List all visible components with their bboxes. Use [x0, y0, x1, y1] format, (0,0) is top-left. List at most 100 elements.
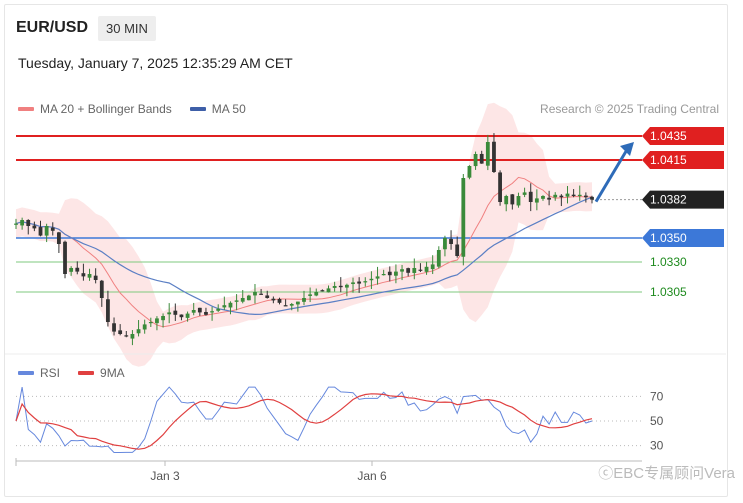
- candle-body: [583, 195, 588, 198]
- candle-body: [541, 196, 545, 199]
- rsi-ma-line: [15, 393, 593, 450]
- candle-body: [381, 274, 386, 276]
- watermark-text: ⓒEBC专属顾问Vera: [598, 465, 735, 482]
- candle-body: [418, 269, 423, 271]
- candle-body: [63, 241, 67, 274]
- level-label-4: 1.0330: [650, 255, 687, 269]
- candle-body: [93, 275, 98, 280]
- candle-body: [228, 302, 233, 308]
- legend-ma50-swatch: [189, 107, 206, 111]
- candle-body: [485, 142, 490, 166]
- candle-body: [375, 276, 380, 279]
- legend-ma50: MA 50: [189, 102, 246, 116]
- bollinger-band: [16, 102, 592, 367]
- candle-body: [516, 196, 521, 206]
- candle-body: [20, 220, 25, 226]
- candle-body: [590, 196, 594, 200]
- timeframe-badge[interactable]: 30 MIN: [98, 15, 156, 41]
- candle-body: [338, 285, 343, 288]
- candle-body: [571, 194, 576, 196]
- candle-body: [246, 295, 251, 301]
- candle-body: [14, 223, 18, 225]
- rsi-legend: RSI 9MA: [18, 366, 125, 380]
- level-tag-3: [642, 229, 724, 247]
- candle-body: [430, 264, 435, 270]
- candle-body: [75, 267, 80, 272]
- candle-body: [130, 334, 135, 339]
- candle-body: [387, 271, 392, 276]
- candle-body: [32, 225, 37, 229]
- legend-rsi-ma-label: 9MA: [100, 366, 125, 380]
- candle-body: [271, 298, 276, 301]
- legend-rsi-label: RSI: [40, 366, 61, 380]
- candle-body: [443, 238, 447, 250]
- level-label-2: 1.0382: [650, 193, 687, 207]
- candle-body: [559, 195, 564, 198]
- candle-body: [216, 308, 221, 311]
- legend-ma20-swatch: [18, 107, 34, 111]
- level-tag-0: [642, 127, 724, 145]
- candle-body: [320, 290, 325, 292]
- candle-body: [394, 271, 398, 276]
- candle-body: [204, 311, 208, 315]
- candle-body: [295, 301, 300, 305]
- candle-body: [124, 335, 129, 337]
- level-label-3: 1.0350: [650, 231, 687, 245]
- rsi-line: [15, 386, 593, 453]
- candle-body: [332, 286, 337, 288]
- candle-body: [424, 266, 429, 272]
- candle-body: [461, 178, 466, 257]
- candle-body: [222, 305, 227, 308]
- candle-body: [44, 226, 49, 236]
- candle-body: [308, 294, 313, 296]
- legend-ma20-label: MA 20 + Bollinger Bands: [40, 102, 172, 116]
- x-tick-label: Jan 6: [357, 469, 387, 483]
- candle-body: [283, 305, 288, 307]
- candle-body: [69, 268, 74, 272]
- candle-body: [179, 314, 184, 318]
- candle-body: [504, 196, 509, 205]
- candle-body: [259, 293, 264, 295]
- level-tag-1: [642, 151, 724, 169]
- candle-body: [363, 281, 368, 283]
- legend-ma20: MA 20 + Bollinger Bands: [18, 102, 172, 116]
- candle-body: [38, 227, 43, 236]
- candle-body: [455, 244, 460, 256]
- level-label-5: 1.0305: [650, 285, 687, 299]
- candle-body: [210, 311, 214, 313]
- legend-rsi-swatch: [18, 371, 34, 375]
- legend-rsi-ma: 9MA: [78, 366, 125, 380]
- candle-body: [406, 268, 411, 273]
- x-tick-label: Jan 3: [150, 469, 180, 483]
- candle-body: [99, 280, 104, 298]
- candle-body: [277, 299, 282, 303]
- candle-body: [314, 292, 319, 296]
- legend-ma50-label: MA 50: [211, 102, 246, 116]
- candle-body: [357, 281, 362, 284]
- candle-body: [56, 232, 61, 244]
- candle-body: [50, 227, 55, 231]
- candle-body: [118, 330, 123, 334]
- candle-body: [534, 198, 539, 203]
- rsi-tick-label: 50: [650, 414, 664, 428]
- level-label-0: 1.0435: [650, 129, 687, 143]
- candle-body: [112, 323, 116, 332]
- candle-body: [326, 288, 331, 293]
- candle-body: [234, 300, 239, 302]
- candle-body: [351, 282, 355, 285]
- chart-header: EUR/USD 30 MIN: [16, 14, 156, 42]
- candle-body: [577, 194, 582, 196]
- candle-body: [547, 197, 552, 200]
- candle-body: [400, 269, 404, 272]
- candle-body: [148, 322, 153, 324]
- candle-body: [106, 299, 110, 322]
- candle-body: [449, 238, 453, 244]
- candle-body: [265, 295, 270, 298]
- rsi-tick-label: 30: [650, 439, 664, 453]
- candle-body: [173, 310, 178, 315]
- rsi-tick-label: 70: [650, 389, 664, 403]
- candle-body: [289, 304, 294, 306]
- candle-body: [473, 154, 478, 167]
- candle-body: [510, 194, 515, 205]
